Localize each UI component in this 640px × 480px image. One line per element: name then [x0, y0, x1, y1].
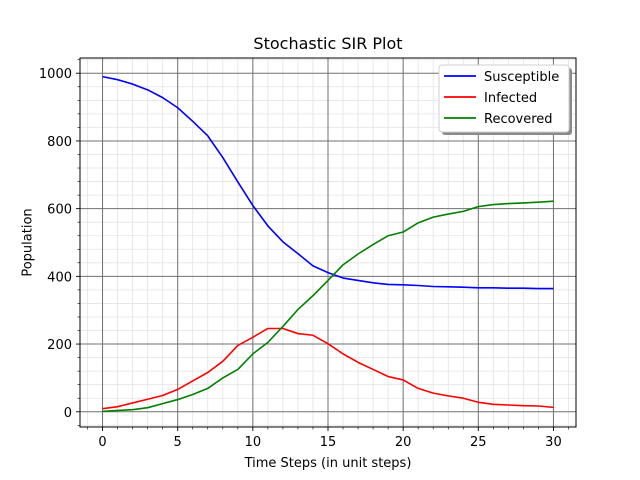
legend-label-recovered: Recovered: [484, 112, 553, 127]
x-tick-label: 25: [470, 435, 487, 450]
y-tick-label: 400: [47, 270, 72, 285]
x-tick-label: 10: [245, 435, 262, 450]
x-tick-label: 5: [174, 435, 182, 450]
x-tick-label: 30: [545, 435, 562, 450]
legend-box: [438, 64, 570, 133]
y-tick-label: 800: [47, 135, 72, 150]
chart-title: Stochastic SIR Plot: [253, 34, 402, 53]
series-line-infected: [102, 327, 554, 410]
legend: Susceptible Infected Recovered: [438, 64, 572, 135]
y-tick-label: 200: [47, 338, 72, 353]
series-line-susceptible: [102, 75, 554, 290]
x-tick-label: 0: [98, 435, 106, 450]
x-axis-label: Time Steps (in unit steps): [244, 456, 412, 471]
y-tick-label: 600: [47, 203, 72, 218]
x-tick-label: 20: [395, 435, 412, 450]
y-tick-label: 0: [64, 406, 72, 421]
x-tick-label: 15: [320, 435, 337, 450]
legend-label-infected: Infected: [484, 91, 537, 106]
y-axis-label: Population: [21, 208, 36, 276]
series-line-recovered: [102, 200, 554, 413]
y-tick-label: 1000: [39, 67, 72, 82]
legend-label-susceptible: Susceptible: [484, 70, 559, 85]
series-lines: [102, 75, 554, 413]
axis-ticks: 0 200 400 600 800 1000 0 5 10 15 20 25 30: [39, 59, 569, 450]
